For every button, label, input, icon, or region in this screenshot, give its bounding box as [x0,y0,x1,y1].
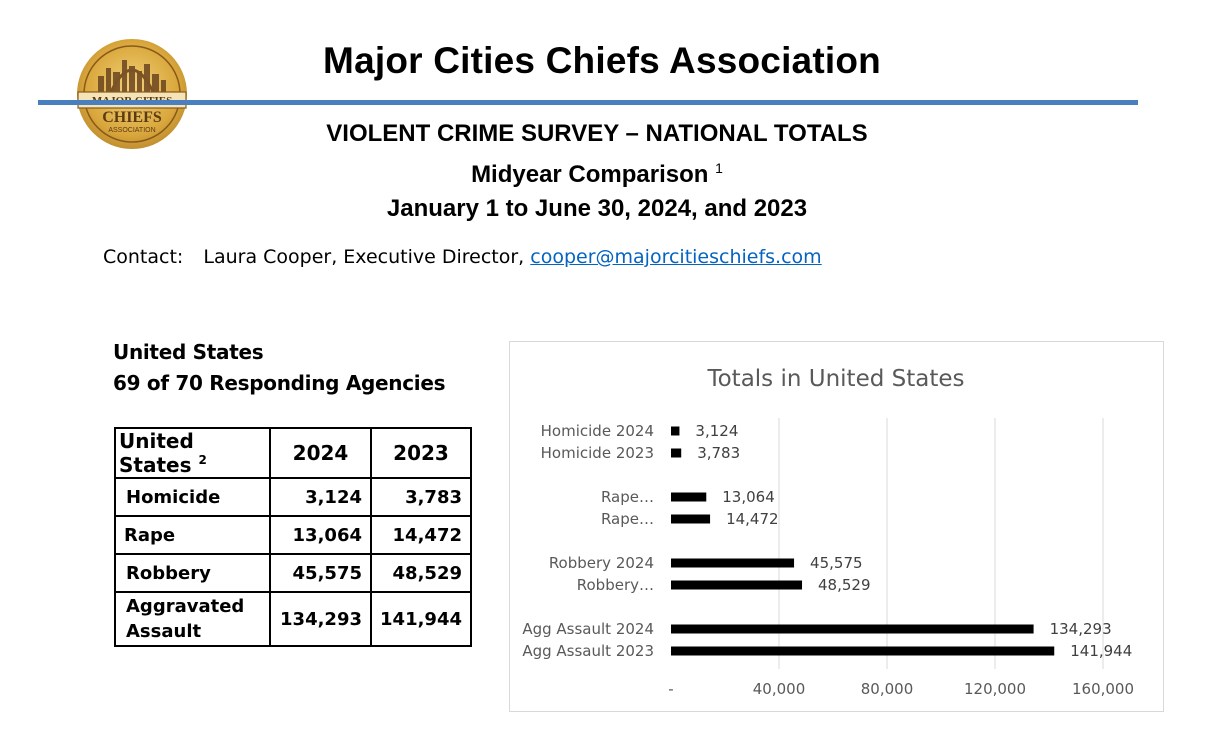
table-header-2023: 2023 [370,427,472,479]
chart-data-label: 3,783 [697,444,740,462]
region-summary: United States 69 of 70 Responding Agenci… [113,337,446,399]
table-row: Rape 13,064 14,472 [114,515,472,555]
chart-data-label: 3,124 [695,422,738,440]
logo-text-bot: ASSOCIATION [108,127,155,134]
chart-category-label: Robbery 2024 [549,554,654,572]
logo-text-mid: CHIEFS [102,109,162,126]
chart-data-label: 48,529 [818,576,871,594]
chart-category-label: Agg Assault 2024 [522,620,654,638]
table-header-row: United States 2 2024 2023 [114,427,472,479]
chart-category-label: Homicide 2023 [541,444,654,462]
table-header-2024: 2024 [269,427,372,479]
subtitle-survey: VIOLENT CRIME SURVEY – NATIONAL TOTALS [326,120,868,147]
chart-bar [671,624,1034,634]
chart-data-label: 13,064 [722,488,775,506]
chart-x-tick-label: 80,000 [861,680,914,698]
chart-data-label: 134,293 [1050,620,1112,638]
chart-data-label: 14,472 [726,510,779,528]
table-header-footnote: 2 [198,453,207,467]
subtitle-midyear-text: Midyear Comparison [471,161,709,188]
page-title: Major Cities Chiefs Association [323,40,881,81]
chart-bar [671,646,1055,656]
mcca-logo: MAJOR CITIES CHIEFS ASSOCIATION [77,39,187,149]
table-cell-2023: 14,472 [370,515,472,555]
chart-x-ticks: - 40,000 80,000 120,000 160,000 [668,680,1134,698]
chart-x-tick-label: 160,000 [1072,680,1134,698]
table-cell-2024: 134,293 [269,591,372,647]
table-cell-2024: 3,124 [269,477,372,517]
table-cell-2024: 45,575 [269,553,372,593]
chart-bars [671,426,1055,656]
chart-x-tick-label: 120,000 [964,680,1026,698]
subtitle-midyear: Midyear Comparison 1 [240,151,954,192]
table-cell-crime: Aggravated Assault [114,591,271,647]
region-name: United States [113,340,264,364]
subtitle-footnote: 1 [715,160,723,176]
responding-agencies: 69 of 70 Responding Agencies [113,371,446,395]
table-row: Aggravated Assault 134,293 141,944 [114,591,472,647]
chart-category-label: Agg Assault 2023 [522,642,654,660]
table-cell-crime: Rape [114,515,271,555]
report-subtitles: VIOLENT CRIME SURVEY – NATIONAL TOTALS M… [240,117,954,226]
table-row: Homicide 3,124 3,783 [114,477,472,517]
chart-data-label: 45,575 [810,554,863,572]
crime-totals-table: United States 2 2024 2023 Homicide 3,124… [114,427,472,647]
contact-email-link[interactable]: cooper@majorcitieschiefs.com [530,246,822,268]
chart-bar [671,426,680,436]
table-row: Robbery 45,575 48,529 [114,553,472,593]
table-cell-crime: Homicide [114,477,271,517]
table-cell-2024: 13,064 [269,515,372,555]
chart-labels: Homicide 2024 3,124 Homicide 2023 3,783 Rape… [522,422,1132,660]
table-header-region: United States 2 [114,427,271,479]
table-header-region-text: United States [119,429,194,477]
chart-category-label: Robbery… [577,576,654,594]
totals-chart-svg: Totals in United States Homicide 2024 3,1… [522,366,1134,698]
chart-bar [671,558,795,568]
chart-bar [671,448,682,458]
table-cell-2023: 48,529 [370,553,472,593]
contact-label: Contact: [103,246,184,268]
chart-bar [671,514,711,524]
table-cell-2023: 3,783 [370,477,472,517]
header-rule [38,100,1138,105]
chart-title: Totals in United States [706,366,964,392]
chart-x-tick-label: 40,000 [753,680,806,698]
chart-bar [671,580,803,590]
contact-text: Laura Cooper, Executive Director, [203,246,525,268]
chart-x-tick-label: - [668,680,673,698]
chart-bar [671,492,707,502]
chart-category-label: Rape… [601,488,654,506]
chart-category-label: Homicide 2024 [541,422,654,440]
chart-data-label: 141,944 [1070,642,1132,660]
table-cell-2023: 141,944 [370,591,472,647]
contact-line: Contact: Laura Cooper, Executive Directo… [103,246,822,268]
totals-chart: Totals in United States Homicide 2024 3,1… [509,341,1164,712]
chart-category-label: Rape… [601,510,654,528]
subtitle-dates: January 1 to June 30, 2024, and 2023 [386,195,808,222]
table-cell-crime: Robbery [114,553,271,593]
